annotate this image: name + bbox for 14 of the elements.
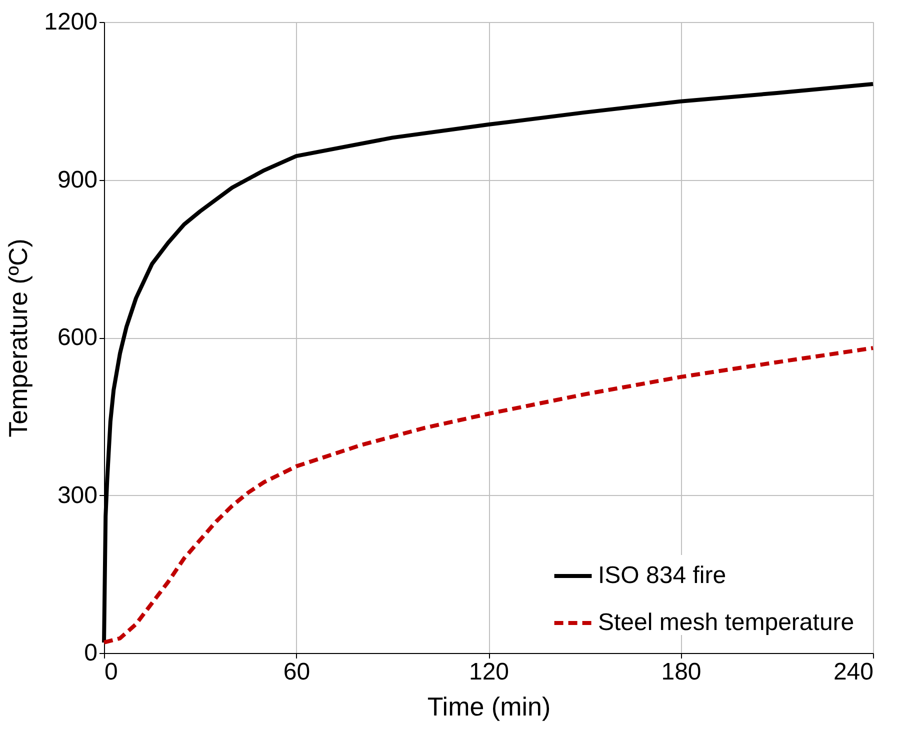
y-tick-label: 900 [57,166,98,194]
y-tick-label: 1200 [44,8,98,36]
y-tick-label: 600 [57,324,98,351]
legend-label: Steel mesh temperature [598,609,854,636]
legend-label: ISO 834 fire [598,562,726,589]
y-tick-label: 0 [84,640,98,666]
x-tick-label: 120 [468,658,510,686]
x-tick-label: 240 [833,658,874,686]
x-axis-title: Time (min) [427,692,551,722]
x-tick-label: 180 [661,658,702,686]
x-tick-label: 60 [283,658,310,686]
x-tick-label: 0 [104,658,118,686]
y-tick-label: 300 [57,482,98,509]
y-axis-title: Temperature (ºC) [3,238,34,438]
